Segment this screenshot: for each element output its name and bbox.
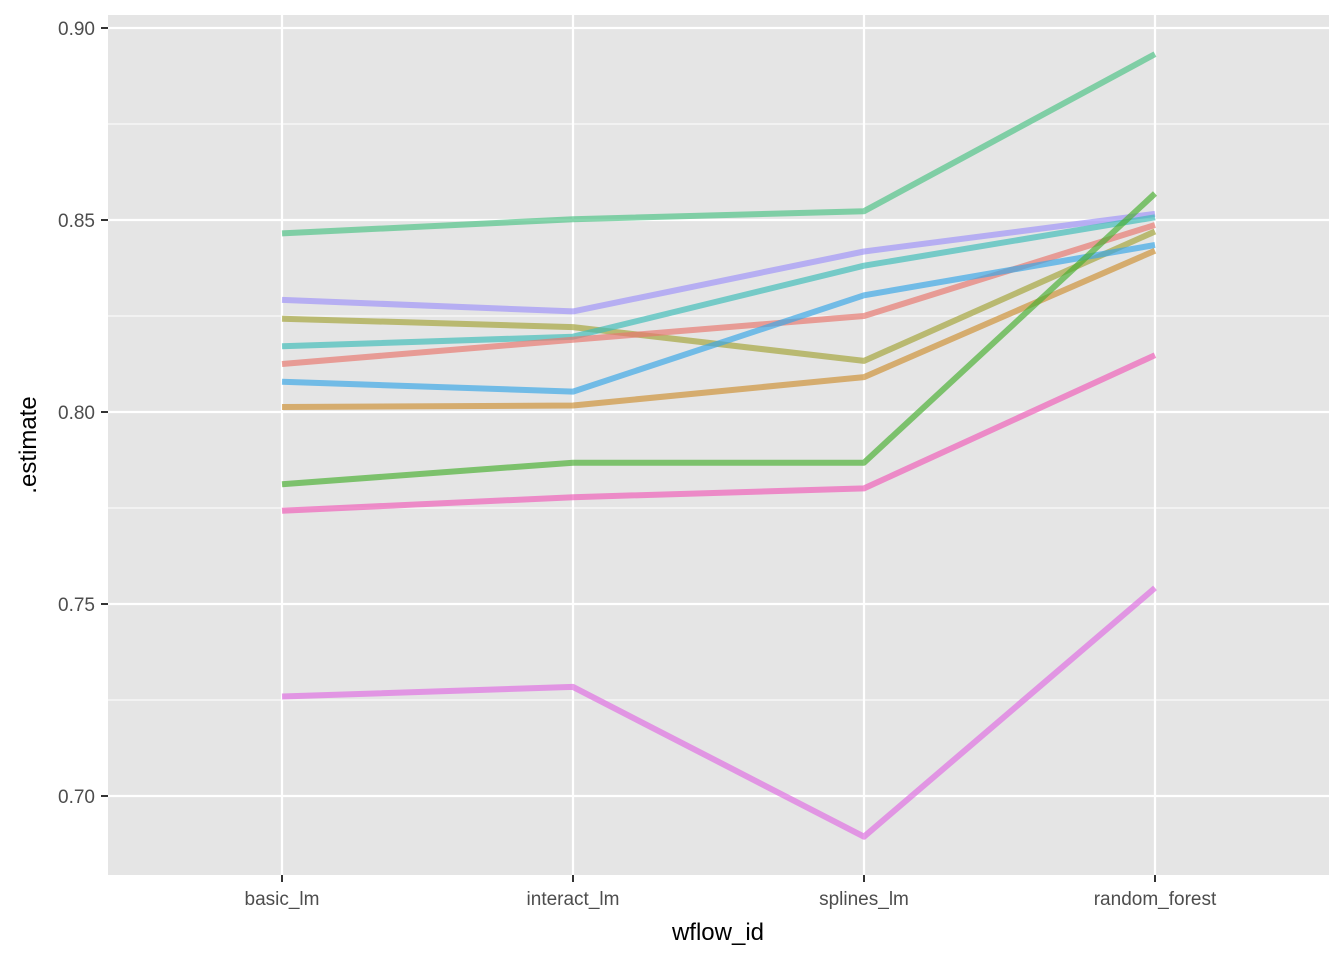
x-tick-label: splines_lm <box>819 889 909 910</box>
x-tick-label: interact_lm <box>527 889 620 910</box>
x-tick-label: basic_lm <box>245 889 320 910</box>
y-tick-label: 0.75 <box>58 595 95 616</box>
series-line <box>281 242 1156 395</box>
y-tick-label: 0.70 <box>58 787 95 808</box>
series-line <box>281 51 1157 237</box>
major-gridlines <box>108 15 1329 875</box>
y-tick-label: 0.85 <box>58 211 95 232</box>
x-axis: basic_lm interact_lm splines_lm random_fore… <box>245 875 1217 910</box>
series-line <box>281 352 1157 514</box>
y-tick-label: 0.80 <box>58 403 95 424</box>
series-line <box>281 191 1158 488</box>
x-axis-title: wflow_id <box>671 919 764 946</box>
series-line <box>281 214 1156 350</box>
series-lines <box>281 51 1158 840</box>
x-tick-label: random_forest <box>1094 889 1217 910</box>
y-tick-label: 0.90 <box>58 19 95 40</box>
y-axis: 0.70 0.75 0.80 0.85 0.90 <box>58 19 108 808</box>
series-line <box>281 585 1157 840</box>
series-line <box>281 210 1156 315</box>
plot-panel <box>108 15 1329 875</box>
series-line <box>281 247 1157 410</box>
y-axis-title: .estimate <box>15 396 42 493</box>
